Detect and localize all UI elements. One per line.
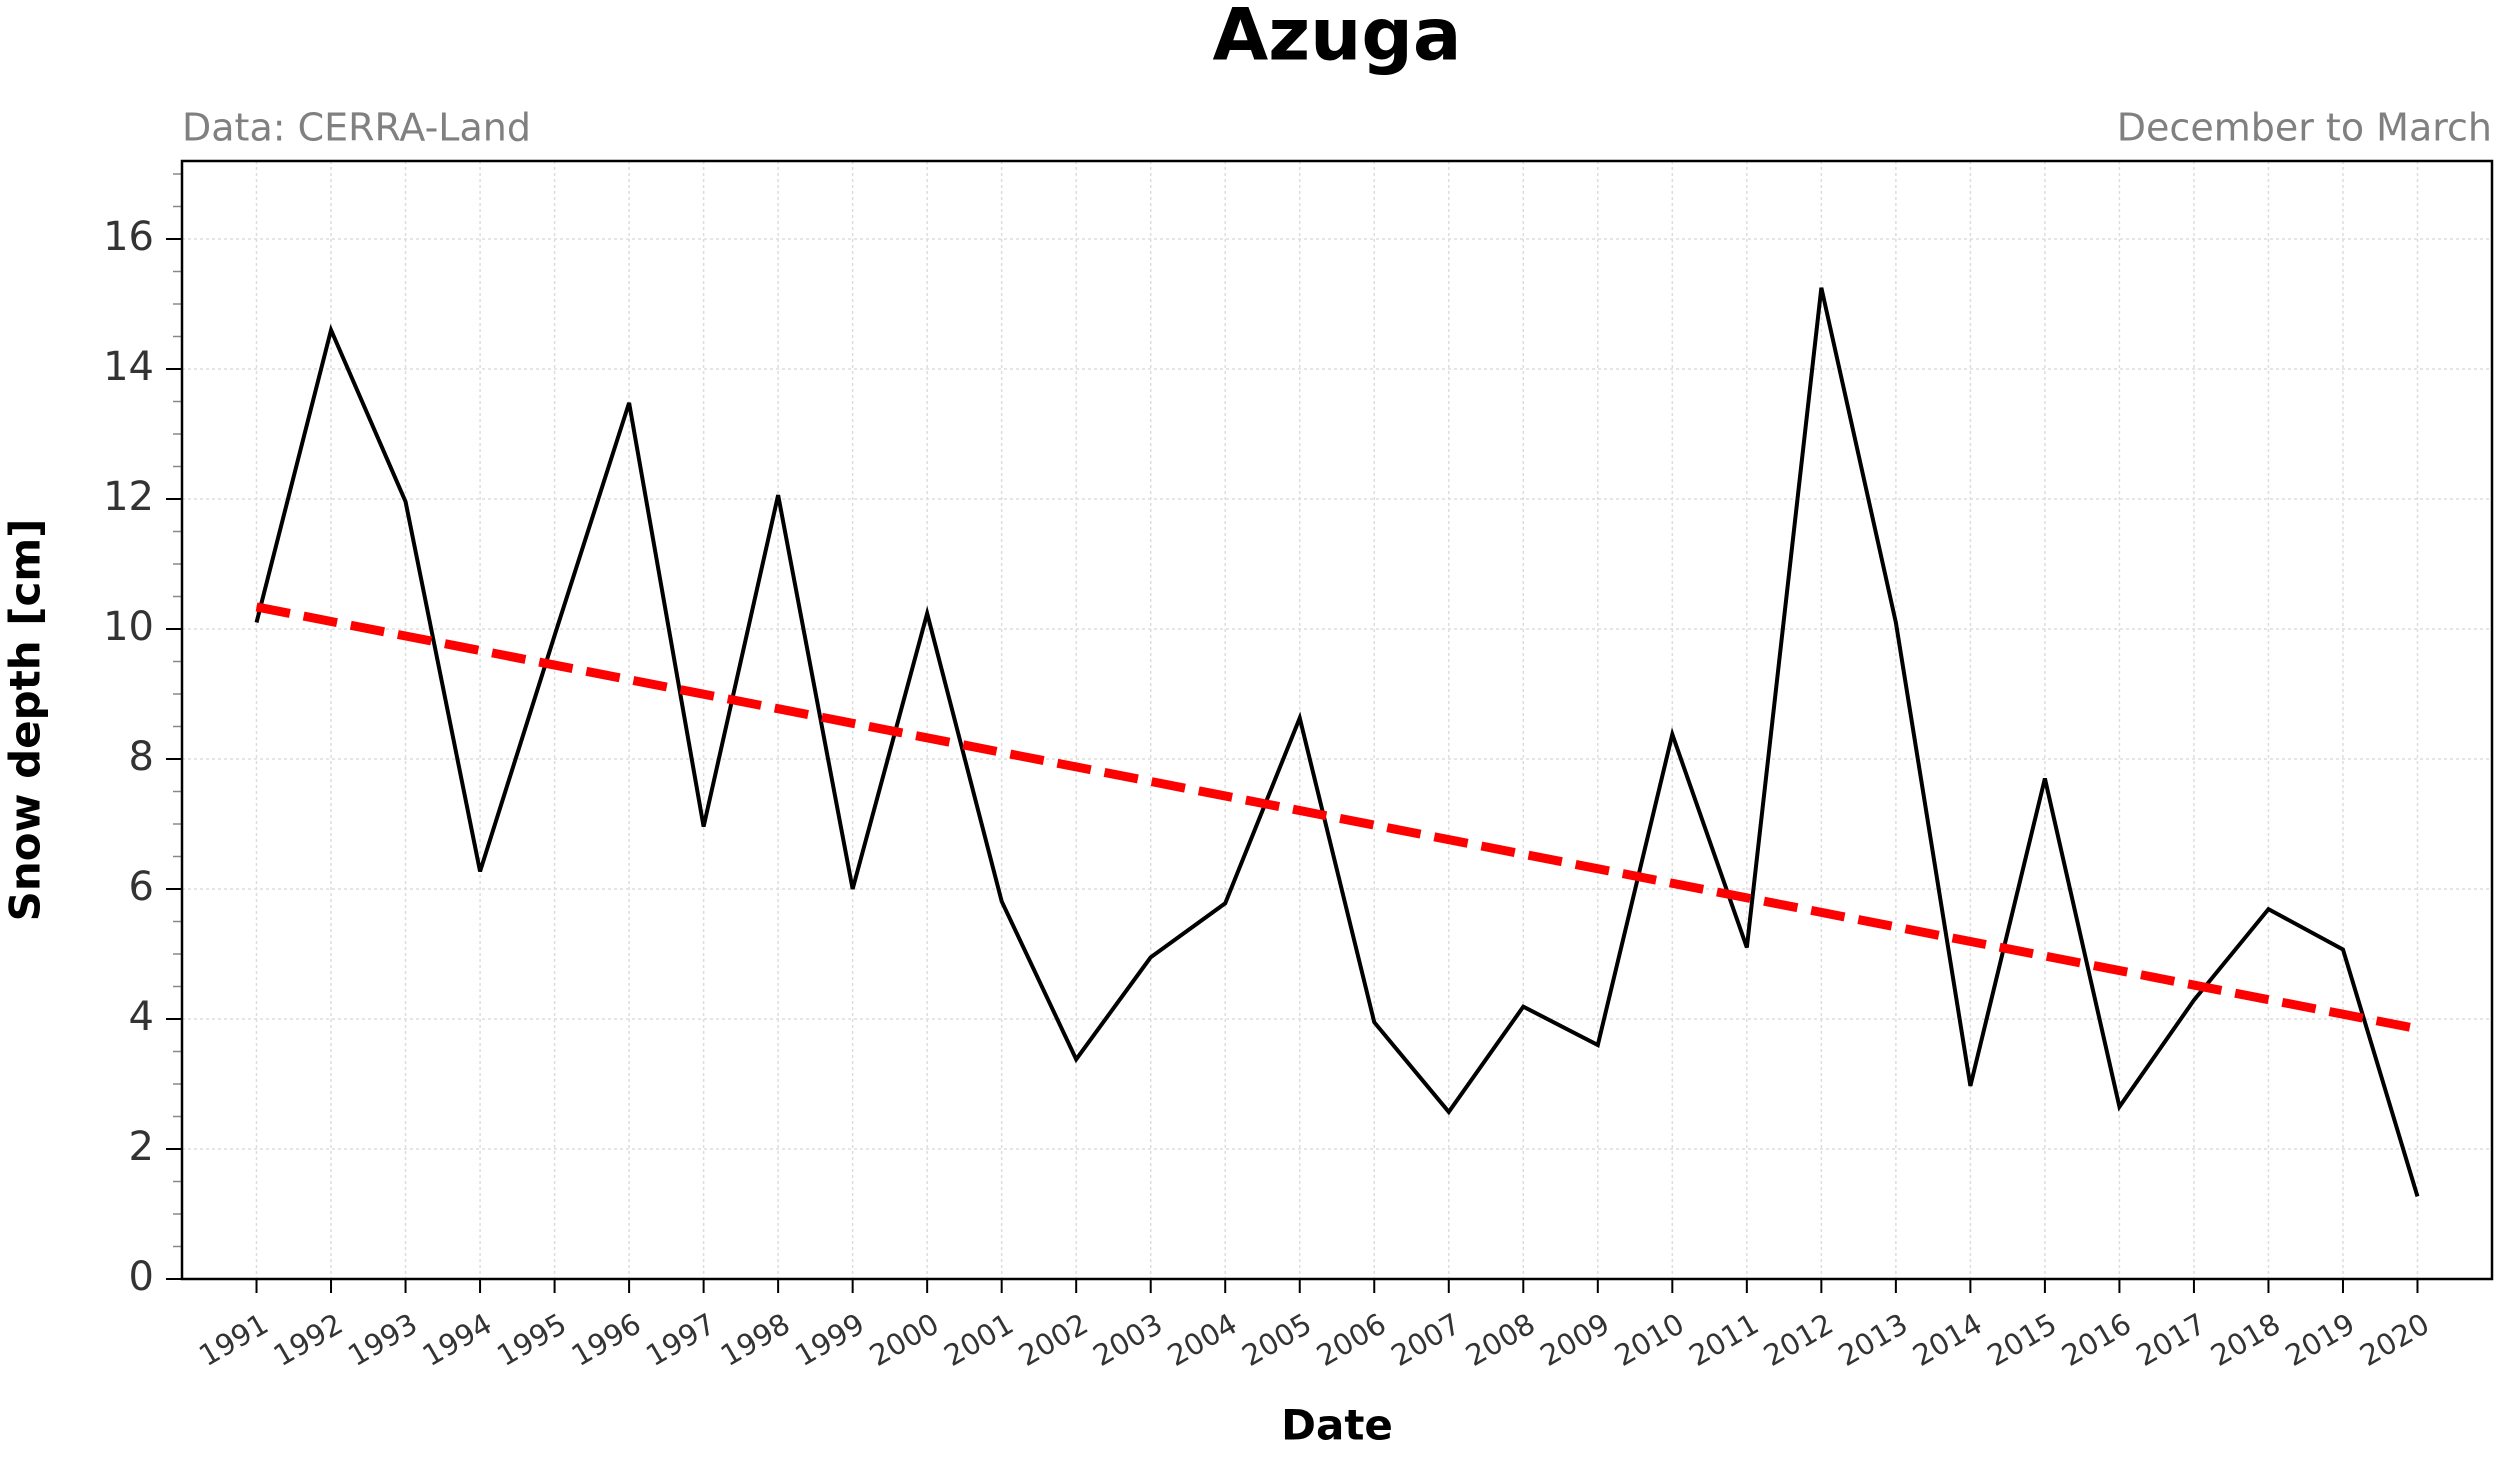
- x-tick-label: 2019: [2280, 1307, 2361, 1373]
- x-axis-label: Date: [1281, 1401, 1393, 1450]
- x-tick-label: 2008: [1460, 1307, 1541, 1373]
- chart-title: Azuga: [1212, 0, 1461, 77]
- x-tick-label: 2015: [1981, 1307, 2062, 1373]
- x-tick-label: 2003: [1087, 1307, 1168, 1373]
- data-line: [254, 287, 2420, 1198]
- y-tick-label: 6: [129, 864, 154, 910]
- x-tick-label: 2005: [1236, 1307, 1317, 1373]
- x-tick-label: 2001: [938, 1307, 1019, 1373]
- y-tick-label: 12: [103, 474, 154, 520]
- x-tick-label: 2006: [1311, 1307, 1392, 1373]
- y-tick-label: 4: [129, 994, 154, 1040]
- y-tick-label: 8: [129, 734, 154, 780]
- x-tick-label: 2007: [1385, 1307, 1466, 1373]
- trend-line: [255, 602, 2419, 1034]
- x-tick-label: 2013: [1832, 1307, 1913, 1373]
- y-axis-label: Snow depth [cm]: [1, 519, 50, 922]
- x-tick-label: 2009: [1534, 1307, 1615, 1373]
- x-tick-label: 2010: [1609, 1307, 1690, 1373]
- x-tick-label: 2020: [2354, 1307, 2435, 1373]
- plot-frame: [180, 159, 2494, 1281]
- y-tick-label: 16: [103, 214, 154, 260]
- x-tick-label: 1995: [491, 1307, 572, 1373]
- subtitle-left: Data: CERRA-Land: [182, 106, 531, 150]
- x-tick-label: 1992: [268, 1307, 349, 1373]
- x-tick-label: 2011: [1683, 1307, 1764, 1373]
- x-tick-label: 2017: [2131, 1307, 2212, 1373]
- x-tick-label: 2016: [2056, 1307, 2137, 1373]
- x-tick-label: 1991: [193, 1307, 274, 1373]
- y-tick-label: 0: [129, 1254, 154, 1300]
- x-tick-label: 2000: [864, 1307, 945, 1373]
- x-tick-label: 1998: [715, 1307, 796, 1373]
- x-tick-label: 1997: [640, 1307, 721, 1373]
- x-tick-label: 1996: [566, 1307, 647, 1373]
- x-tick-label: 1999: [789, 1307, 870, 1373]
- x-tick-label: 2014: [1907, 1307, 1988, 1373]
- x-tick-label: 2018: [2205, 1307, 2286, 1373]
- y-tick-label: 2: [129, 1124, 154, 1170]
- x-tick-label: 1993: [342, 1307, 423, 1373]
- y-tick-label: 10: [103, 604, 154, 650]
- subtitle-right: December to March: [2117, 106, 2492, 150]
- x-tick-label: 2002: [1013, 1307, 1094, 1373]
- x-tick-label: 2004: [1162, 1307, 1243, 1373]
- x-tick-label: 2012: [1758, 1307, 1839, 1373]
- y-tick-label: 14: [103, 344, 154, 390]
- x-tick-label: 1994: [417, 1307, 498, 1373]
